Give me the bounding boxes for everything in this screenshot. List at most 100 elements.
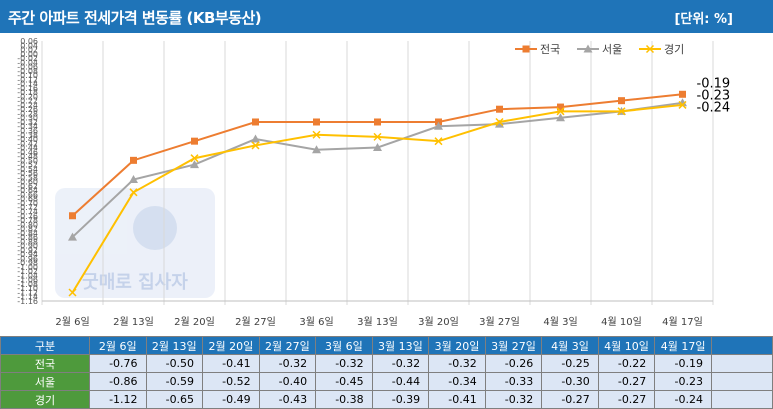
y-tick-label: -0.42	[17, 139, 38, 148]
y-tick-label: -0.06	[17, 63, 38, 72]
table-body: 전국 -0.76 -0.50 -0.41 -0.32 -0.32 -0.32 -0.32 -0.…	[0, 354, 773, 409]
data-table: 구분 2월 6일 2월 13일 2월 20일 2월 27일 3월 6일 3월 13일 3월 2…	[0, 336, 773, 409]
data-point	[374, 118, 381, 126]
legend-marker	[645, 44, 655, 54]
y-tick-label: -0.94	[17, 250, 38, 259]
y-tick-label: -0.98	[17, 259, 38, 268]
y-tick-label: -0.76	[17, 212, 38, 221]
table-corner-cell: 구분	[0, 336, 90, 355]
table-cell: -0.23	[654, 372, 712, 391]
y-tick-label: -0.28	[17, 109, 38, 118]
data-point	[373, 132, 382, 141]
y-tick-label: -0.02	[17, 54, 38, 63]
y-tick-label: -0.16	[17, 84, 38, 93]
table-cell: -0.52	[202, 372, 260, 391]
y-tick-label: 0.06	[20, 37, 38, 46]
data-point	[312, 145, 321, 154]
data-point	[68, 288, 77, 297]
legend-label: 전국	[540, 43, 560, 56]
table-cell: -0.32	[315, 354, 373, 373]
data-point	[556, 113, 565, 122]
y-tick-label: -0.74	[17, 207, 38, 216]
vertical-gridlines	[41, 41, 714, 305]
x-tick-label: 4월 3일	[543, 316, 577, 328]
y-tick-label: -1.06	[17, 276, 38, 285]
table-cell: -1.12	[89, 390, 147, 409]
y-tick-label: -0.64	[17, 186, 38, 195]
data-point	[68, 232, 77, 241]
table-column-header: 4월 3일	[541, 336, 599, 355]
data-point	[617, 107, 626, 116]
data-point	[190, 154, 199, 163]
table-cell: -0.33	[484, 372, 543, 391]
table-column-header: 2월 20일	[202, 336, 260, 355]
y-tick-label: -0.26	[17, 105, 38, 114]
table-cell: -0.86	[89, 372, 147, 391]
table-cell: -0.41	[428, 390, 486, 409]
y-tick-label: -0.78	[17, 216, 38, 225]
y-tick-label: -0.22	[17, 97, 38, 106]
data-point	[191, 137, 198, 145]
y-tick-label: -0.38	[17, 131, 38, 140]
table-cell: -0.32	[258, 354, 317, 373]
table-column-header: 2월 27일	[258, 336, 317, 355]
y-tick-label: -0.84	[17, 229, 38, 238]
table-row: 경기 -1.12 -0.65 -0.49 -0.43 -0.38 -0.39 -0.41 -0.…	[0, 390, 773, 409]
x-axis: 2월 6일 2월 13일 2월 20일 2월 27일 3월 6일 3월 13일 3월 20일…	[55, 316, 702, 328]
table-column-header: 2월 6일	[89, 336, 147, 355]
data-point	[251, 134, 260, 143]
table-cell: -0.32	[484, 390, 543, 409]
data-point	[678, 100, 687, 109]
end-label: -0.24	[697, 100, 731, 115]
data-point	[312, 130, 321, 139]
table-cell: -0.39	[371, 390, 430, 409]
y-axis: 0.060.040.020.00-0.02-0.04-0.06-0.08-0.1…	[17, 37, 38, 306]
x-tick-label: 3월 13일	[357, 316, 398, 328]
y-tick-label: -0.44	[17, 144, 38, 153]
row-label: 경기	[0, 390, 90, 409]
table-cell: -0.49	[202, 390, 260, 409]
y-tick-label: -0.72	[17, 203, 38, 212]
chart-legend: 전국 서울 경기	[515, 43, 684, 56]
table-column-header: 3월 6일	[315, 336, 373, 355]
y-tick-label: -0.36	[17, 127, 38, 136]
table-header-row: 구분 2월 6일 2월 13일 2월 20일 2월 27일 3월 6일 3월 13일 3월 2…	[0, 336, 773, 355]
x-tick-label: 2월 27일	[235, 316, 276, 328]
table-cell: -0.25	[541, 354, 599, 373]
y-tick-label: -0.10	[17, 71, 38, 80]
table-cell: -0.59	[145, 372, 204, 391]
y-tick-label: -0.40	[17, 135, 38, 144]
table-filler-cell	[711, 354, 773, 373]
data-point	[434, 121, 443, 130]
y-tick-label: 0.02	[20, 46, 38, 55]
table-cell: -0.22	[597, 354, 656, 373]
y-tick-label: -0.30	[17, 114, 38, 123]
y-tick-label: -0.18	[17, 88, 38, 97]
table-filler-cell	[711, 336, 773, 355]
table-cell: -0.24	[654, 390, 712, 409]
table-cell: -0.40	[258, 372, 317, 391]
x-tick-label: 2월 20일	[174, 316, 215, 328]
y-tick-label: -1.08	[17, 280, 38, 289]
y-tick-label: -0.32	[17, 118, 38, 127]
table-cell: -0.45	[315, 372, 373, 391]
table-column-header: 2월 13일	[145, 336, 204, 355]
table-cell: -0.41	[202, 354, 260, 373]
table-row: 전국 -0.76 -0.50 -0.41 -0.32 -0.32 -0.32 -0.32 -0.…	[0, 354, 773, 373]
y-tick-label: -0.50	[17, 156, 38, 165]
data-point	[130, 156, 137, 164]
table-header: 구분 2월 6일 2월 13일 2월 20일 2월 27일 3월 6일 3월 13일 3월 2…	[0, 336, 773, 355]
data-point	[557, 103, 564, 111]
data-point	[252, 118, 259, 126]
x-tick-label: 3월 20일	[418, 316, 459, 328]
table-cell: -0.76	[89, 354, 147, 373]
table-cell: -0.26	[484, 354, 543, 373]
data-point	[190, 160, 199, 169]
table-cell: -0.30	[541, 372, 599, 391]
x-tick-label: 2월 13일	[113, 316, 154, 328]
table-column-header: 4월 10일	[597, 336, 656, 355]
legend-marker	[522, 45, 530, 53]
line-chart: 굿매로 집사자 0.060.040.020.00-0.02-0.04-0.06-…	[0, 33, 773, 336]
table-column-header: 3월 20일	[428, 336, 486, 355]
